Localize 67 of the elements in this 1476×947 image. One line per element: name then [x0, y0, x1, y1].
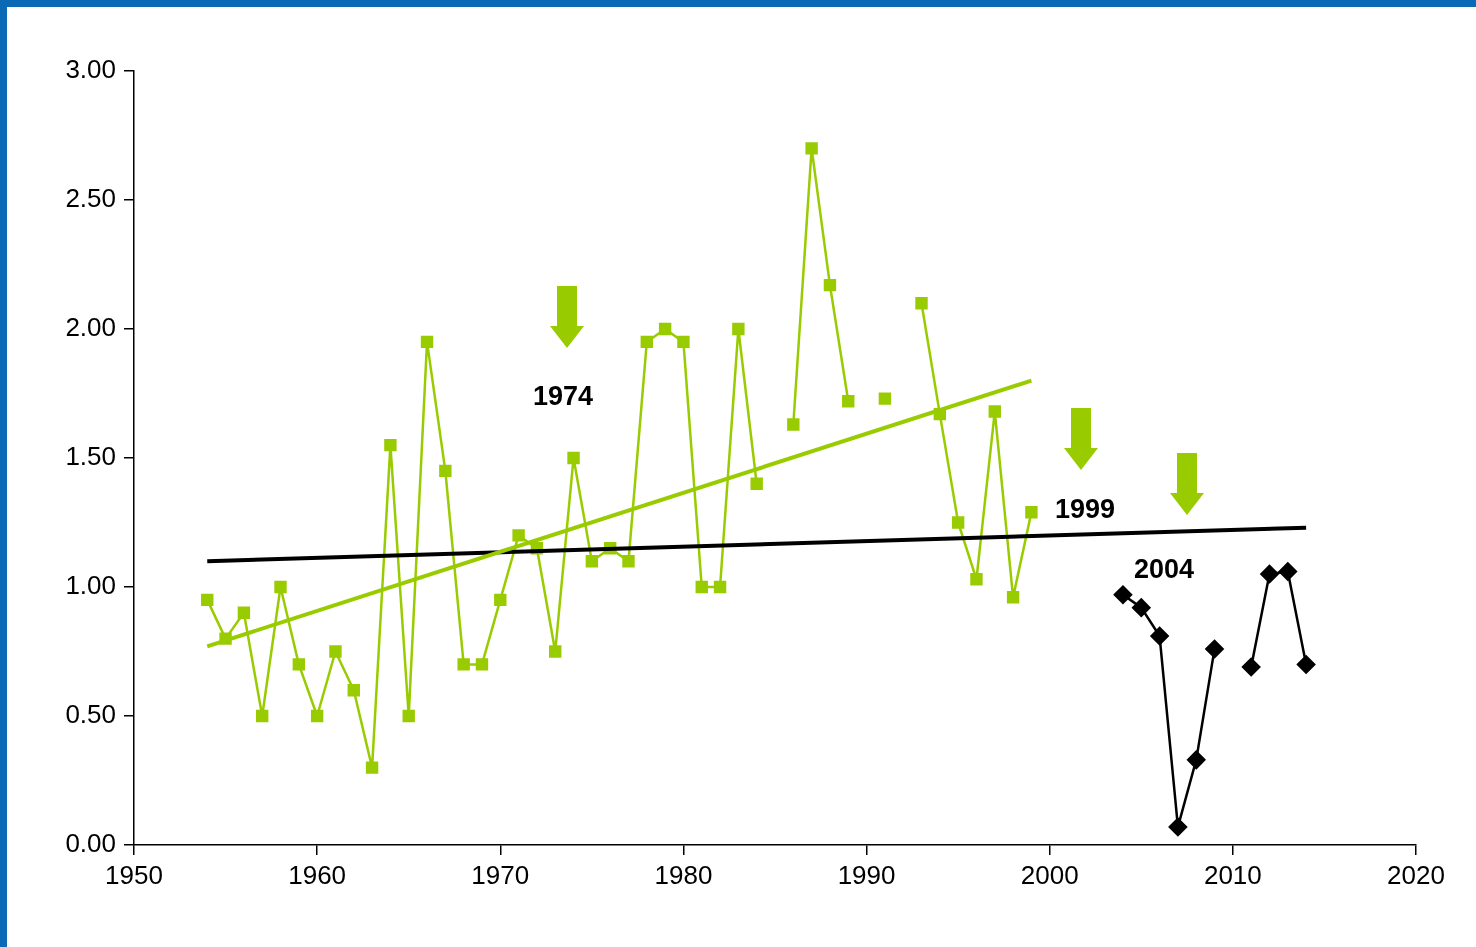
- x-tick-label: 2020: [1387, 859, 1445, 890]
- point: [237, 606, 251, 619]
- y-tick-label: 1.50: [65, 441, 116, 472]
- point: [549, 645, 562, 658]
- point: [310, 709, 324, 723]
- point: [512, 529, 525, 542]
- point: [347, 684, 360, 697]
- point: [1113, 585, 1133, 604]
- point: [1241, 657, 1261, 677]
- point: [274, 580, 287, 594]
- annotation: 1999: [1054, 494, 1116, 525]
- point: [256, 709, 269, 723]
- point: [1260, 564, 1279, 584]
- y-tick-label: 3.00: [65, 54, 116, 85]
- point: [695, 580, 708, 594]
- point: [420, 335, 434, 349]
- point: [1186, 750, 1206, 770]
- point: [1168, 817, 1188, 837]
- x-tick-label: 1960: [288, 859, 347, 890]
- point: [951, 516, 965, 529]
- point: [292, 658, 306, 671]
- y-tick-label: 0.50: [65, 699, 116, 730]
- point: [475, 658, 489, 671]
- point: [567, 451, 580, 465]
- point: [1296, 655, 1316, 674]
- point: [365, 761, 379, 774]
- point: [1150, 626, 1169, 646]
- x-tick-label: 1970: [471, 859, 530, 890]
- y-tick-label: 0.00: [65, 828, 116, 859]
- point: [640, 335, 653, 349]
- point: [732, 322, 745, 336]
- point: [787, 418, 800, 431]
- point: [677, 335, 690, 349]
- point: [622, 555, 635, 568]
- point: [713, 580, 727, 594]
- point: [658, 322, 672, 336]
- point: [915, 297, 928, 310]
- point: [1205, 639, 1224, 659]
- x-tick-label: 1980: [654, 859, 713, 890]
- point: [1006, 591, 1020, 604]
- point: [823, 278, 837, 292]
- y-tick-label: 2.50: [65, 183, 116, 214]
- y-tick-label: 2.00: [65, 312, 116, 343]
- y-tick-label: 1.00: [65, 570, 116, 601]
- x-tick-label: 2000: [1020, 859, 1079, 890]
- point: [750, 477, 763, 490]
- point: [878, 392, 892, 405]
- point: [494, 593, 507, 607]
- point: [842, 395, 855, 408]
- point: [805, 142, 818, 155]
- point: [384, 438, 397, 452]
- point: [1025, 505, 1038, 519]
- point: [457, 658, 470, 671]
- point: [329, 645, 342, 658]
- point: [439, 464, 452, 478]
- x-tick-label: 1950: [105, 859, 163, 890]
- point: [201, 593, 214, 607]
- annotation: 1974: [532, 381, 594, 412]
- x-tick-label: 2010: [1203, 859, 1262, 890]
- point: [988, 405, 1001, 418]
- point: [402, 709, 415, 723]
- x-tick-label: 1990: [837, 859, 896, 890]
- point: [1278, 562, 1298, 581]
- point: [970, 573, 983, 586]
- annotation: 2004: [1133, 554, 1195, 585]
- point: [585, 555, 599, 568]
- point: [1132, 598, 1151, 617]
